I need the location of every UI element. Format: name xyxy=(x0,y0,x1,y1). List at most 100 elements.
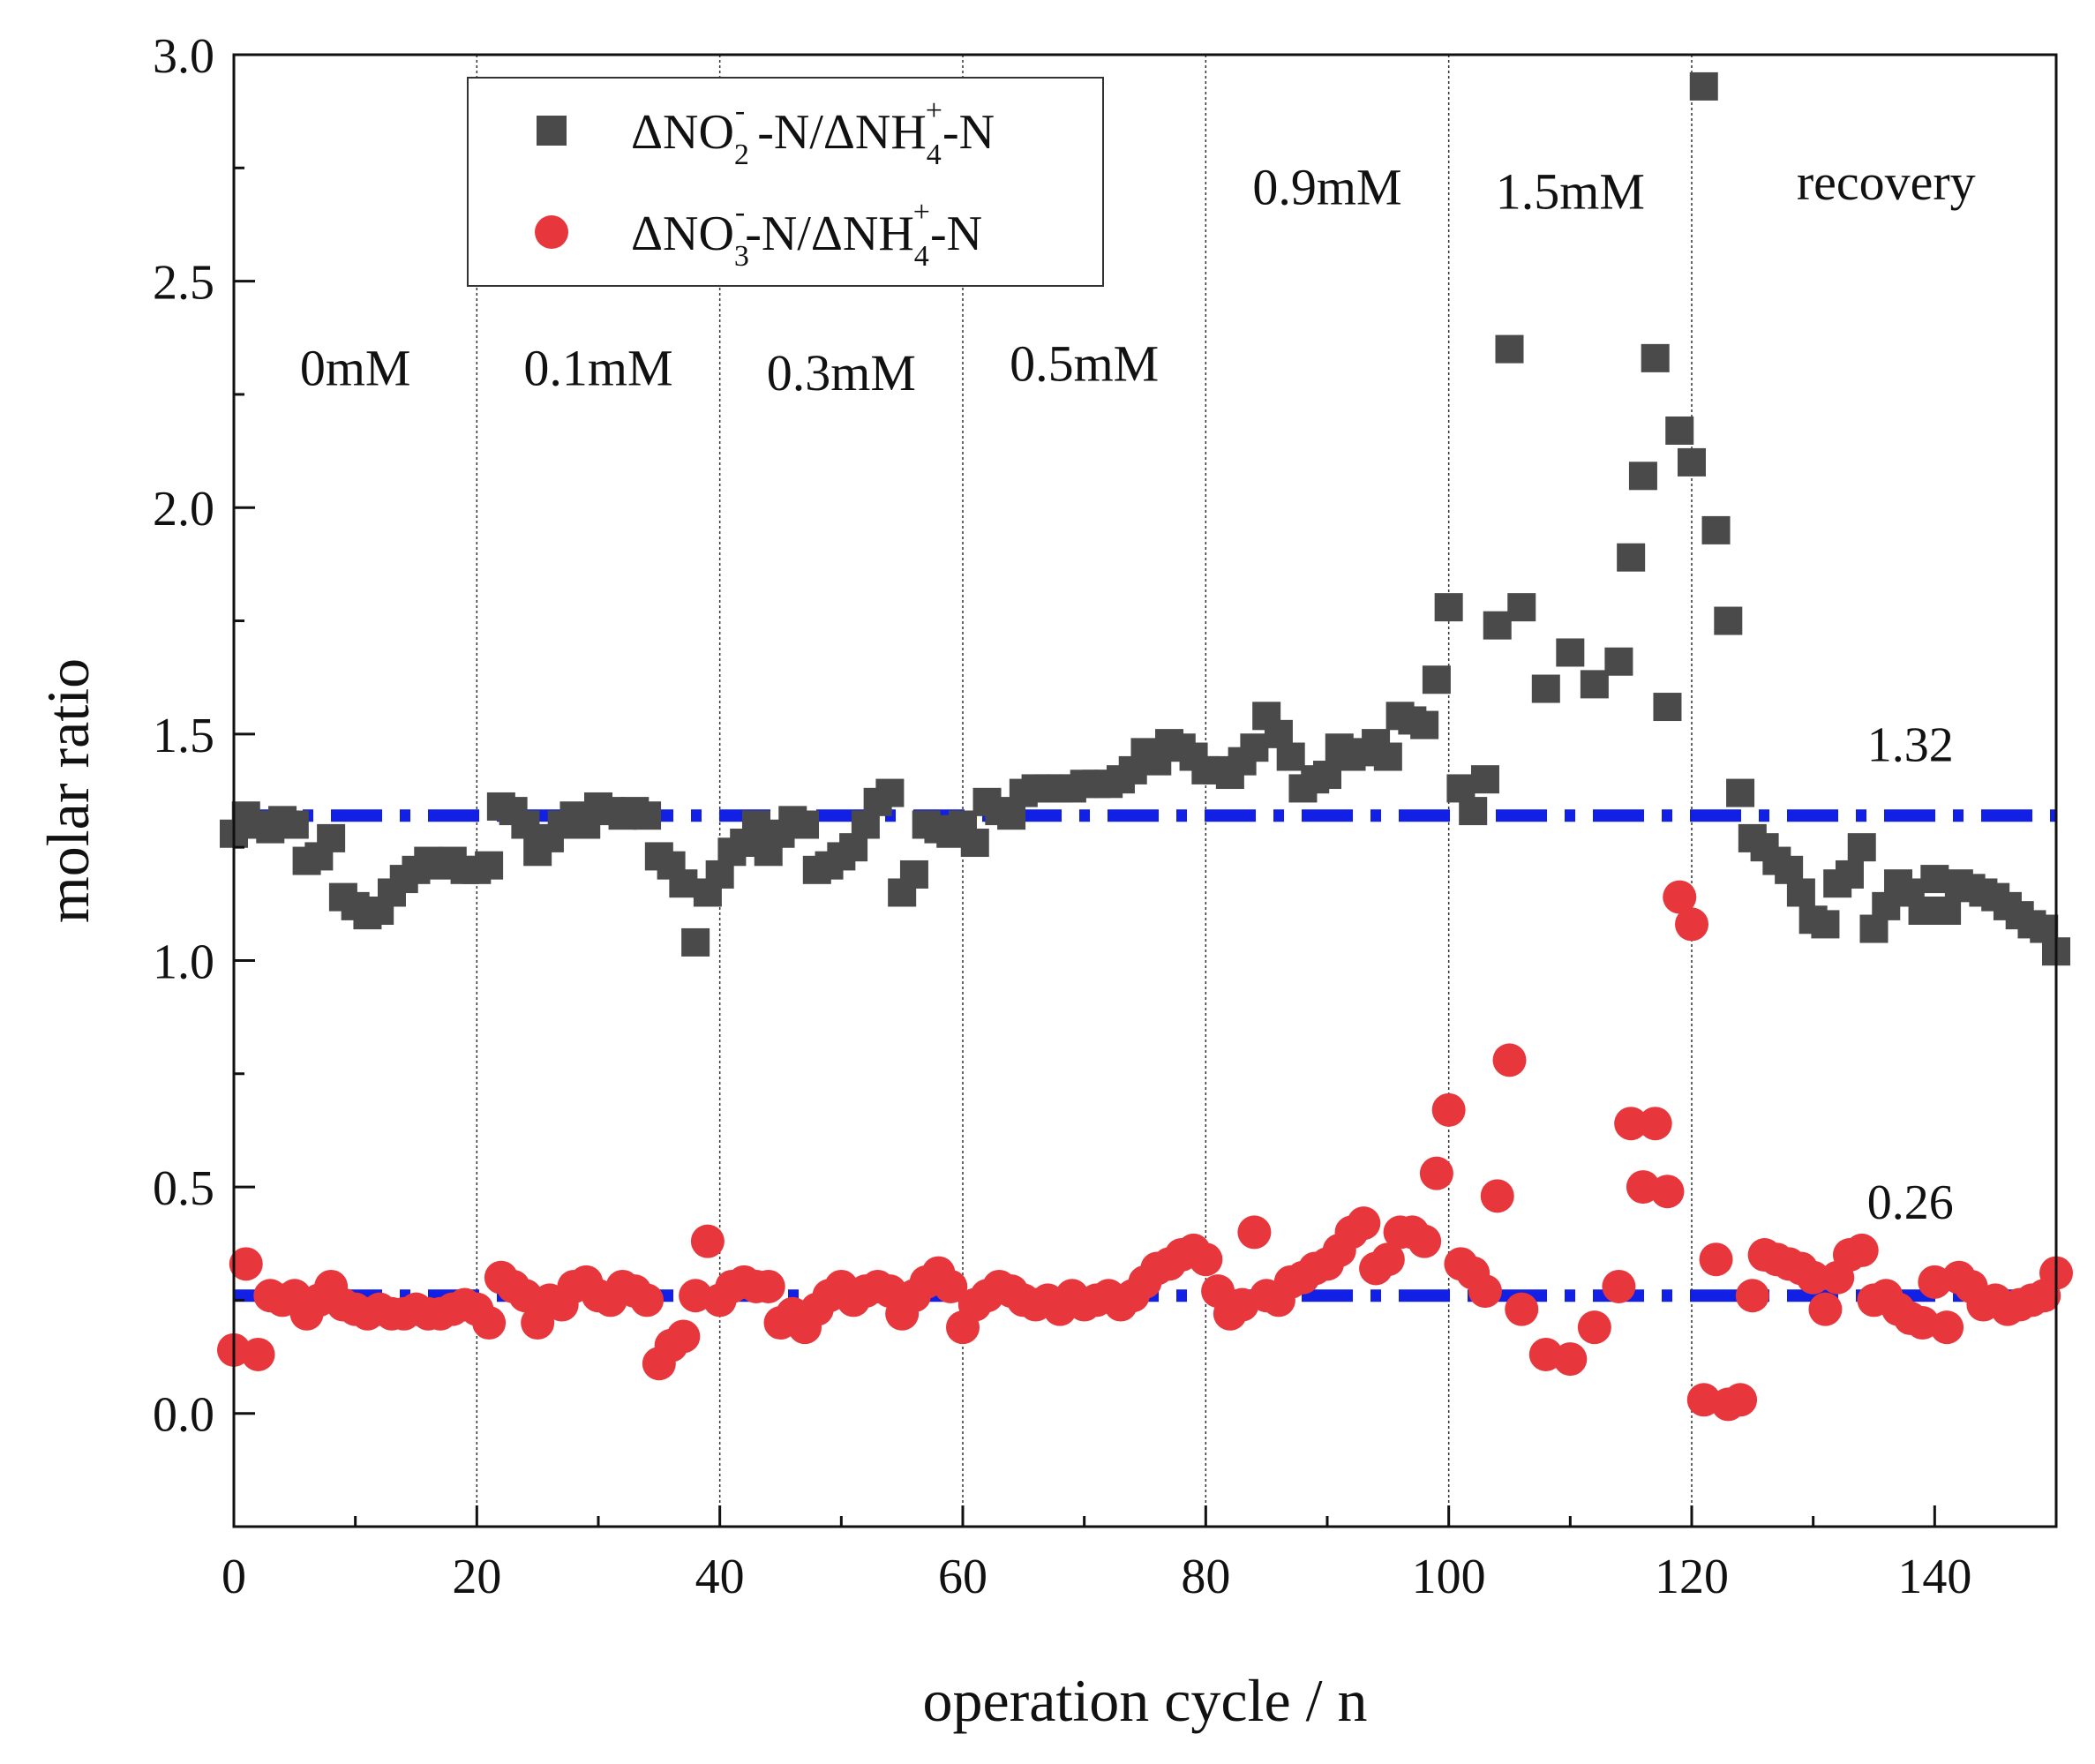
phase-label: recovery xyxy=(1797,154,1976,211)
data-point-no3 xyxy=(472,1306,507,1340)
data-point-no2 xyxy=(1373,742,1402,771)
data-point-no2 xyxy=(1410,710,1439,739)
data-point-no3 xyxy=(1347,1206,1381,1241)
data-point-no2 xyxy=(1689,71,1718,101)
y-axis-ticks: 0.0 0.5 1.0 1.5 2.0 2.5 3.0 xyxy=(153,29,255,1528)
y-tick-label: 3.0 xyxy=(153,29,214,84)
y-tick-label: 2.5 xyxy=(153,256,214,311)
data-point-no2 xyxy=(1495,334,1524,364)
data-point-no3 xyxy=(690,1224,725,1258)
data-point-no3 xyxy=(1614,1107,1648,1141)
data-point-no2 xyxy=(1434,593,1463,622)
data-point-no2 xyxy=(1617,543,1646,572)
data-point-no3 xyxy=(1468,1274,1502,1309)
data-point-no2 xyxy=(1920,865,1949,894)
data-point-no2 xyxy=(1313,761,1341,790)
data-point-no3 xyxy=(630,1283,665,1317)
data-point-no3 xyxy=(241,1337,275,1371)
data-point-no3 xyxy=(1675,907,1708,942)
data-point-no2 xyxy=(1240,733,1269,762)
data-point-no2 xyxy=(681,927,710,957)
data-point-no3 xyxy=(1735,1279,1769,1313)
data-point-no3 xyxy=(666,1319,701,1354)
phase-label: 0.1mM xyxy=(523,340,672,397)
data-point-no2 xyxy=(1507,593,1536,622)
legend-circle-marker xyxy=(535,215,568,249)
data-point-no3 xyxy=(1237,1215,1272,1250)
data-point-no2 xyxy=(1786,878,1815,907)
x-tick-label: 40 xyxy=(695,1550,745,1604)
x-tick-label: 100 xyxy=(1412,1550,1486,1604)
phase-label: 0.9mM xyxy=(1252,158,1401,215)
data-point-no2 xyxy=(1641,343,1670,372)
series-no2-points xyxy=(220,71,2070,966)
data-point-no3 xyxy=(751,1269,785,1303)
data-point-no2 xyxy=(1678,447,1706,477)
data-point-no2 xyxy=(1665,416,1694,445)
reference-lines xyxy=(234,809,2056,1302)
y-tick-label: 1.0 xyxy=(153,935,214,989)
data-point-no2 xyxy=(1483,611,1512,640)
x-tick-label: 140 xyxy=(1897,1550,1971,1604)
data-point-no3 xyxy=(1602,1269,1636,1303)
data-point-no2 xyxy=(899,859,928,889)
data-point-no3 xyxy=(229,1247,263,1281)
data-point-no3 xyxy=(1189,1242,1223,1277)
data-point-no3 xyxy=(1480,1179,1514,1213)
data-point-no2 xyxy=(1811,910,1840,939)
data-point-no3 xyxy=(1431,1092,1466,1127)
data-point-no2 xyxy=(1835,859,1864,889)
phase-label: 0.5mM xyxy=(1010,335,1159,393)
legend-entry-no2: ΔNO2- -N/ΔNH4+-N xyxy=(631,94,995,171)
phase-label: 1.5mM xyxy=(1496,162,1645,220)
data-point-no3 xyxy=(1699,1242,1733,1277)
data-point-no2 xyxy=(511,810,540,839)
x-tick-label: 120 xyxy=(1655,1550,1729,1604)
data-point-no2 xyxy=(317,823,346,852)
data-point-no2 xyxy=(1556,638,1585,667)
y-tick-label: 1.5 xyxy=(153,709,214,763)
data-point-no2 xyxy=(960,829,989,858)
legend: ΔNO2- -N/ΔNH4+-N ΔNO3--N/ΔNH4+-N xyxy=(467,77,1104,287)
data-point-no2 xyxy=(1628,462,1657,491)
data-point-no3 xyxy=(1663,880,1697,914)
phase-label: 0mM xyxy=(300,340,411,397)
x-axis-title: operation cycle / n xyxy=(922,1667,1367,1734)
x-tick-label: 80 xyxy=(1181,1550,1230,1604)
data-point-no2 xyxy=(475,851,504,880)
data-point-no2 xyxy=(1580,670,1609,699)
data-point-no3 xyxy=(1408,1224,1442,1258)
plot-frame xyxy=(232,53,2058,1528)
legend-square-marker xyxy=(537,116,567,146)
data-point-no2 xyxy=(1714,606,1743,635)
x-tick-label: 20 xyxy=(452,1550,501,1604)
data-point-no2 xyxy=(633,801,662,830)
data-point-no2 xyxy=(1726,778,1755,807)
x-axis-ticks: 0 20 40 60 80 100 120 140 xyxy=(222,1505,1971,1604)
data-point-no3 xyxy=(1370,1242,1405,1277)
data-point-no2 xyxy=(1276,742,1305,771)
data-point-no2 xyxy=(1701,515,1731,544)
reference-labels: 1.32 0.26 xyxy=(1867,718,1954,1230)
data-point-no3 xyxy=(1650,1175,1685,1209)
reference-label: 1.32 xyxy=(1867,718,1954,773)
data-point-no3 xyxy=(1808,1292,1843,1326)
phase-label: 0.3mM xyxy=(767,344,916,402)
data-point-no2 xyxy=(1908,897,1937,926)
data-point-no3 xyxy=(1638,1107,1672,1141)
data-point-no2 xyxy=(1531,674,1560,703)
data-point-no2 xyxy=(1470,765,1499,794)
data-point-no3 xyxy=(1844,1233,1879,1267)
y-tick-label: 0.5 xyxy=(153,1161,214,1216)
data-point-no2 xyxy=(791,810,820,839)
data-point-no2 xyxy=(1459,797,1488,826)
data-point-no3 xyxy=(934,1269,968,1303)
data-point-no2 xyxy=(875,778,905,807)
data-point-no2 xyxy=(741,810,770,839)
data-point-no2 xyxy=(669,869,698,898)
data-point-no2 xyxy=(1653,693,1682,722)
x-tick-label: 60 xyxy=(938,1550,987,1604)
data-point-no3 xyxy=(1553,1342,1588,1377)
data-point-no3 xyxy=(1796,1260,1830,1295)
